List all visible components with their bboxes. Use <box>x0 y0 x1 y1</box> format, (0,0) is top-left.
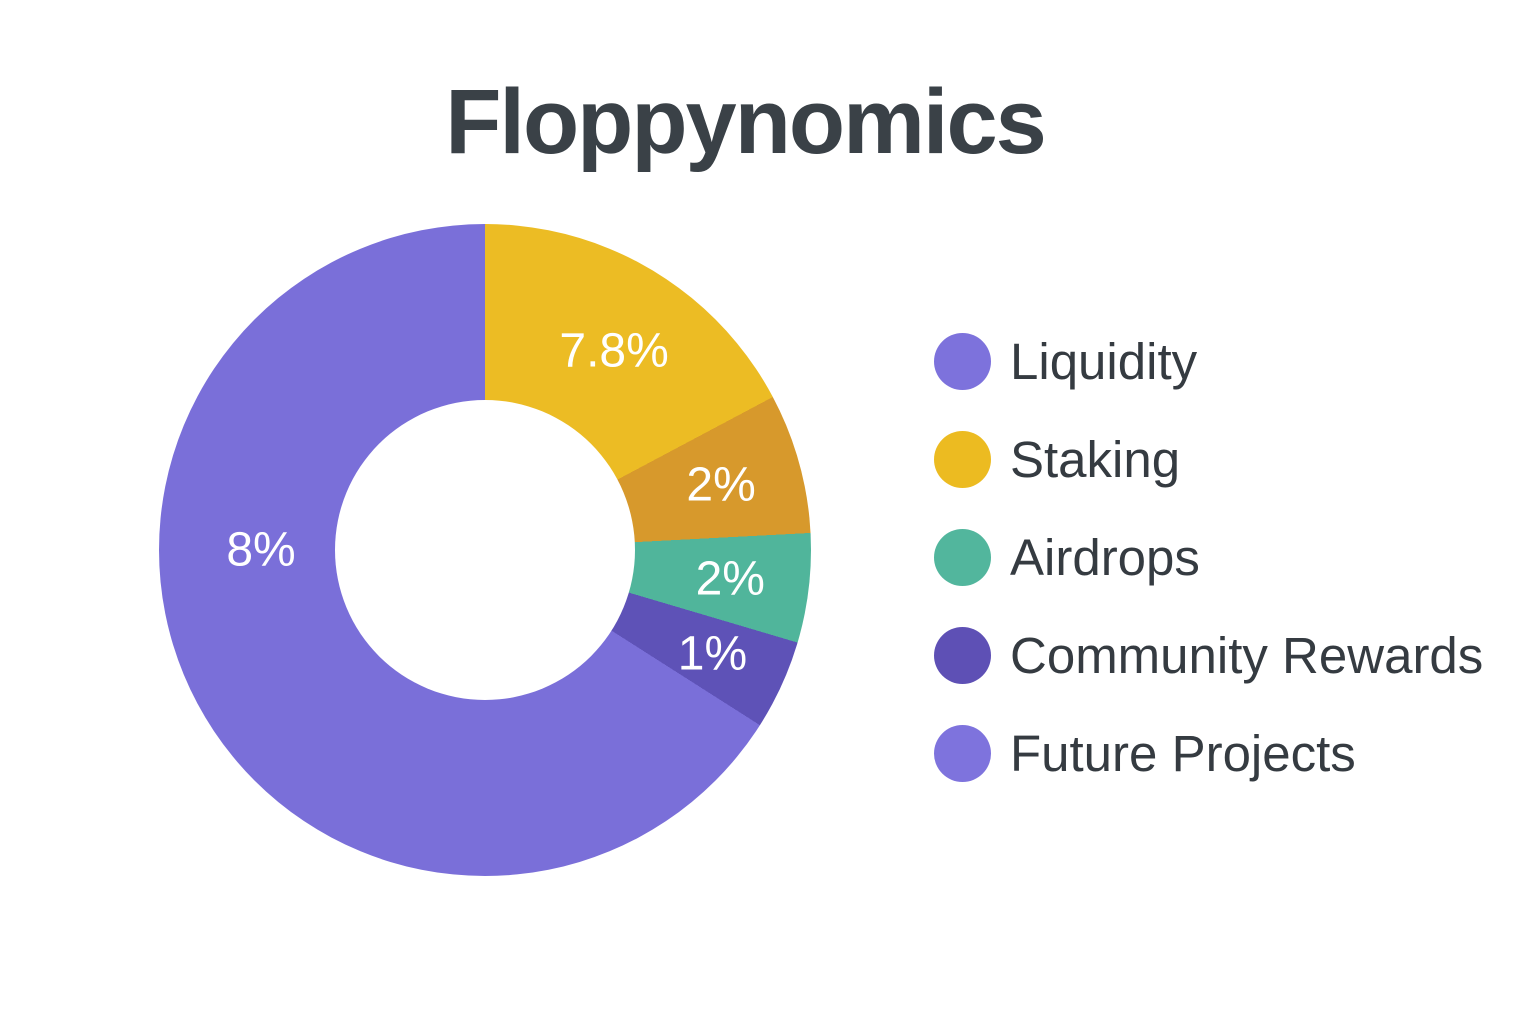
legend-label-community-rewards: Community Rewards <box>1010 626 1484 684</box>
legend-item-staking: Staking <box>934 410 1483 508</box>
legend-label-staking: Staking <box>1010 430 1181 488</box>
legend-dot-liquidity <box>934 332 991 390</box>
legend-label-airdrops: Airdrops <box>1010 528 1200 586</box>
legend: Liquidity Staking Airdrops Community Rew… <box>934 312 1483 802</box>
slice-label-dark-purple: 1% <box>677 627 748 681</box>
legend-dot-airdrops <box>934 528 991 586</box>
legend-label-liquidity: Liquidity <box>1010 332 1198 390</box>
legend-item-community-rewards: Community Rewards <box>934 606 1483 704</box>
donut-hole <box>335 400 635 700</box>
legend-item-future-projects: Future Projects <box>934 704 1483 802</box>
legend-item-airdrops: Airdrops <box>934 508 1483 606</box>
chart-title: Floppynomics <box>445 71 1047 173</box>
donut-chart: 7.8% 2% 2% 1% 8% <box>159 224 811 876</box>
legend-dot-staking <box>934 430 991 488</box>
slice-label-teal: 2% <box>695 552 765 606</box>
slice-label-purple: 8% <box>226 523 296 577</box>
legend-label-future-projects: Future Projects <box>1010 724 1356 782</box>
slice-label-dark-gold: 2% <box>686 458 756 512</box>
legend-dot-community-rewards <box>934 626 991 684</box>
legend-dot-future-projects <box>934 724 991 782</box>
slice-label-yellow: 7.8% <box>559 324 669 378</box>
legend-item-liquidity: Liquidity <box>934 312 1483 410</box>
